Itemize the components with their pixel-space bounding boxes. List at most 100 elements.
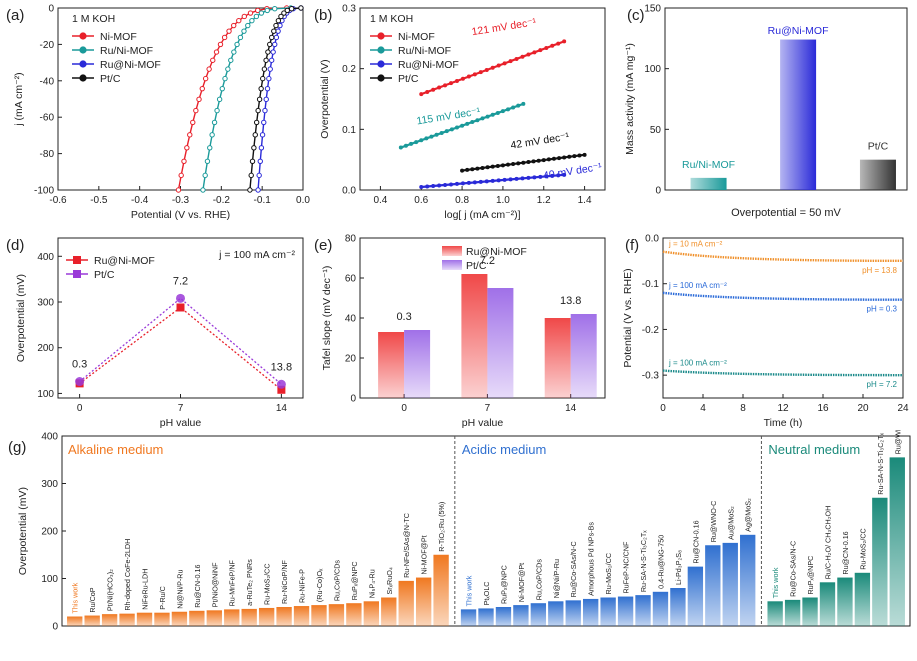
panel-d-xtick-label: 14 [276,403,288,414]
panel-a-point [241,28,247,34]
panel-g-bar [705,545,721,626]
panel-a-point [253,13,260,20]
panel-e-xlabel: pH value [462,417,504,429]
panel-g-bar-label: Rh-doped CoFe-2LDH [123,539,132,611]
panel-a-xtick-label: -0.2 [213,195,231,206]
panel-a-point [181,158,187,165]
panel-a-point [271,28,277,34]
panel-g-bar-label: P-Ru/C [158,586,167,610]
panel-f-xtick-label: 0 [660,403,666,414]
panel-d-ylabel: Overpotential (mV) [15,274,27,362]
panel-g-bar-label: Ni-MOF@Pt [517,563,526,602]
panel-g-bar [889,457,905,626]
panel-g-bar [258,607,275,626]
panel-e-point-label: 0.3 [396,311,411,323]
panel-g-bar-label: (Ru-Co)Oₓ [315,568,324,602]
panel-f-current-label: j = 10 mA cm⁻² [668,240,723,249]
panel-a-point [219,85,225,92]
panel-b-xtick-label: 0.8 [455,195,469,206]
panel-b-fit-line [420,40,565,96]
panel-g-bar [670,588,686,626]
panel-g-label: (g) [8,439,26,456]
panel-a-xtick-label: -0.1 [254,195,272,206]
panel-g-bar [154,612,170,626]
panel-a-point [225,66,231,72]
panel-a-xtick-label: -0.5 [90,195,108,206]
panel-g-bar-label: This work [71,582,80,613]
panel-a-point [231,49,237,55]
panel-a-point [263,96,269,103]
panel-g-bar-label: Li-Pd₃P₂S₈ [674,550,683,585]
panel-g-bar [136,612,153,626]
panel-d-point [176,303,185,312]
panel-g-group-title: Acidic medium [462,442,547,457]
chart-g: (g) 0 100 200 300 400 Overpotential (mV) Alkali… [8,413,911,633]
panel-f-ph-label: pH = 0.3 [867,305,898,314]
panel-a-point [255,187,261,193]
panel-g-bar [206,610,222,626]
panel-a-point [251,145,257,151]
panel-c-bar-label: Pt/C [868,141,889,153]
panel-a-point [221,34,228,41]
panel-g-bar [346,603,362,626]
panel-a-point [234,41,240,48]
panel-a-point [263,57,269,63]
panel-g-bar-label: a-RuTe₂ PNRs [245,559,254,606]
panel-b-xtick-label: 0.4 [373,195,387,206]
panel-g-bar-label: Ru-MnFeP/NF [228,559,237,606]
panel-g-bar [819,582,836,626]
panel-a-point [284,7,291,14]
panel-g-bar-label: Ru-MoS₂/CC [604,553,613,595]
panel-a-point [245,22,251,29]
panel-b-legend-marker [377,60,385,68]
panel-a-point [278,13,284,20]
panel-a-point [228,57,234,63]
panel-a-ytick-label: -80 [40,149,55,160]
panel-a-point [237,34,244,41]
panel-a-xtick-label: 0.0 [296,195,310,206]
panel-e-point-label: 7.2 [480,255,495,267]
panel-b-xtick-label: 1.4 [578,195,592,206]
panel-b-legend-marker [377,74,385,82]
panel-f-ytick-label: -0.3 [642,371,660,382]
panel-g-bar [84,615,100,626]
panel-e-xtick-label: 7 [485,403,491,414]
panel-g-bar [189,610,205,626]
panel-d-xtick-label: 0 [77,403,83,414]
panel-g-bar [583,598,599,626]
panel-d-ytick-label: 300 [37,298,54,309]
panel-g-bar [854,572,871,626]
panel-g-bar-label: Pt/Ni(HCO₃)₂ [106,569,115,611]
panel-a-point [178,172,184,179]
panel-d-xtick-label: 7 [178,403,184,414]
panel-b: (b) 0.4 0.6 0.8 1.0 1.2 1.4 0.0 0.1 0.2 0.3 log[ j … [310,0,615,230]
panel-g: (g) 0 100 200 300 400 Overpotential (mV) Alkali… [0,413,917,656]
panel-g-bar [363,601,379,626]
panel-a-point [262,107,268,114]
panel-a-point [298,5,304,11]
panel-g-bar-label: 0.4-Ru@NG-750 [656,535,665,589]
panel-a-point [226,28,232,34]
panel-d-series-line [79,306,282,391]
panel-f-ytick-label: -0.2 [642,325,660,336]
panel-g-bar-label: Ru@Co-SAs/N-C [569,541,578,597]
panel-g-bar-label: SrₓRuO₄ [385,567,394,594]
panel-d-xlabel: pH value [160,417,202,429]
panel-a-point [241,13,247,20]
panel-a-point [260,75,266,82]
panel-a-legend-label: Ru/Ni-MOF [100,45,153,57]
panel-a-ytick-label: -40 [40,76,55,87]
chart-c: (c) 0 50 100 150 Mass activity (mA mg⁻¹) Overp… [624,4,908,219]
panel-g-bar-label: Ru-MoS₂/CC [858,528,867,570]
panel-e-ytick-label: 20 [345,354,357,365]
panel-f: (f) 0 4 8 12 16 20 24 0.0 -0.1 -0.2 -0.3 Time (h) Pot… [615,230,917,430]
panel-a-point [258,10,265,16]
panel-e-legend-label: Pt/C [466,260,487,272]
panel-a-legend-marker [79,74,87,82]
panel-g-ytick-label: 200 [41,527,58,538]
panel-e-bar [487,288,514,398]
panel-b-ytick-label: 0.0 [342,186,356,197]
panel-g-bar-label: Au@MoS₂ [726,506,735,540]
panel-a-point [273,34,280,41]
panel-a-point [222,75,228,82]
